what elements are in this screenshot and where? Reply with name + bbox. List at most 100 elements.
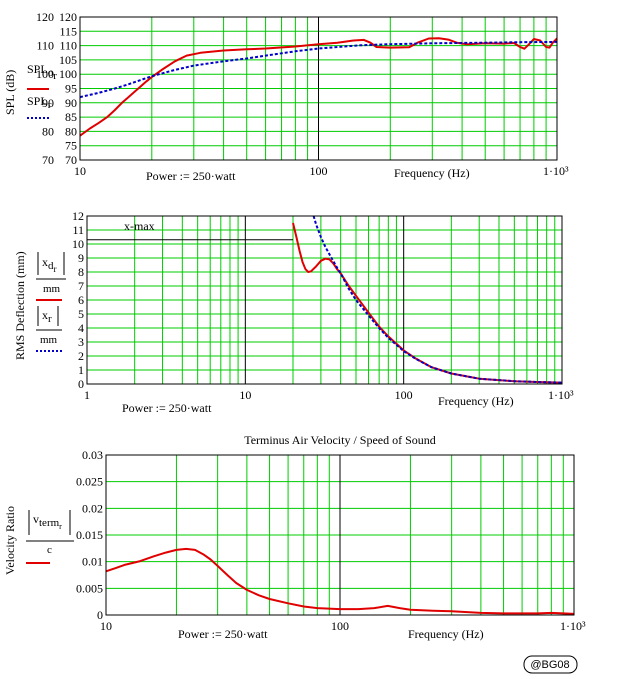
y-tick-label: 1: [78, 363, 84, 377]
velocity-series: [105, 547, 575, 615]
velocity-plot-frame: [105, 454, 575, 616]
series-x-r-line: [312, 215, 563, 384]
legend-spl-r-main: SPL: [27, 94, 48, 108]
legend-xdr-den: mm: [43, 283, 61, 295]
legend-xr-main: x: [42, 308, 48, 322]
xmax-label: x-max: [124, 219, 155, 233]
legend-vterm: vtermr: [33, 512, 62, 531]
legend-vterm-sub: term: [39, 517, 60, 529]
spl-y-ticks-outer: 70 80 90 100 110 120: [36, 10, 54, 167]
y-tick-label: 0.005: [76, 581, 103, 595]
badge-outline: [523, 655, 578, 674]
velocity-power-annotation: Power := 250·watt: [178, 627, 268, 641]
y-tick-label: 5: [78, 307, 84, 321]
deflection-legend: xdr mm xr mm: [36, 252, 66, 352]
spl-legend: SPLor SPLr: [27, 62, 57, 119]
y-tick-label: 7: [78, 279, 84, 293]
y-tick-label: 0.025: [76, 475, 103, 489]
y-tick-label: 75: [65, 139, 77, 153]
deflection-grid: [86, 215, 562, 385]
deflection-y-axis-label: RMS Deflection (mm): [13, 251, 27, 360]
legend-spl-o-r-sub: o: [48, 67, 54, 79]
y-tick-label: 0: [97, 608, 103, 622]
y-tick-label: 80: [65, 124, 77, 138]
y-tick-label-outer: 100: [36, 67, 54, 81]
legend-xr: xr: [42, 308, 52, 325]
deflection-x-ticks: 1 10 100 1·10³: [84, 388, 574, 402]
y-tick-label: 0.015: [76, 528, 103, 542]
y-tick-label-outer: 90: [42, 96, 54, 110]
series-x-d-r-line: [292, 222, 563, 384]
y-tick-label: 100: [59, 67, 77, 81]
spl-x-ticks: 10 100 1·10³: [74, 164, 569, 178]
deflection-x-axis-label: Frequency (Hz): [438, 394, 514, 408]
series-spl-r-line: [79, 40, 558, 99]
chart-velocity: Terminus Air Velocity / Speed of Sound 0…: [3, 433, 586, 641]
x-tick-label: 100: [331, 619, 349, 633]
velocity-x-ticks: 10 100 1·10³: [100, 619, 586, 633]
y-tick-label: 12: [72, 209, 84, 223]
y-tick-label: 95: [65, 82, 77, 96]
x-tick-label: 10: [239, 388, 251, 402]
x-tick-label: 1·10³: [543, 164, 569, 178]
x-tick-label: 10: [74, 164, 86, 178]
y-tick-label: 3: [78, 335, 84, 349]
x-tick-label: 1·10³: [560, 619, 586, 633]
x-tick-label: 1: [84, 388, 90, 402]
y-tick-label: 0.01: [82, 555, 103, 569]
y-tick-label: 4: [78, 321, 84, 335]
spl-series: [79, 37, 558, 137]
y-tick-label: 70: [65, 153, 77, 167]
y-tick-label: 0.03: [82, 448, 103, 462]
y-tick-label: 85: [65, 110, 77, 124]
y-tick-label: 2: [78, 349, 84, 363]
x-tick-label: 100: [395, 388, 413, 402]
legend-spl-o-r-main: SPL: [27, 62, 48, 76]
y-tick-label-outer: 70: [42, 153, 54, 167]
x-tick-label: 1·10³: [548, 388, 574, 402]
legend-vterm-main: v: [33, 512, 39, 526]
series-spl-o-r-line: [79, 37, 558, 137]
deflection-power-annotation: Power := 250·watt: [122, 401, 212, 415]
y-tick-label: 90: [65, 96, 77, 110]
y-tick-label-outer: 80: [42, 124, 54, 138]
y-tick-label: 120: [59, 10, 77, 24]
copyright-badge: @BG08: [523, 655, 578, 674]
velocity-grid: [105, 454, 574, 616]
y-tick-label: 115: [59, 24, 77, 38]
series-v-term-r-line: [105, 547, 575, 615]
y-tick-label: 8: [78, 265, 84, 279]
velocity-y-ticks: 0 0.005 0.01 0.015 0.02 0.025 0.03: [76, 448, 103, 622]
legend-spl-o-r-subsub: r: [53, 70, 57, 82]
y-tick-label-outer: 120: [36, 10, 54, 24]
velocity-y-axis-label: Velocity Ratio: [3, 506, 17, 575]
y-tick-label: 105: [59, 53, 77, 67]
legend-xdr-sub: d: [48, 260, 54, 272]
y-tick-label-outer: 110: [36, 39, 54, 53]
badge-text: @BG08: [530, 659, 569, 671]
y-tick-label: 11: [72, 223, 84, 237]
deflection-series: [292, 215, 563, 384]
y-tick-label: 0: [78, 377, 84, 391]
spl-x-axis-label: Frequency (Hz): [394, 166, 470, 180]
velocity-chart-title: Terminus Air Velocity / Speed of Sound: [244, 433, 436, 447]
legend-spl-r-sub: r: [48, 99, 52, 111]
velocity-x-axis-label: Frequency (Hz): [408, 627, 484, 641]
y-tick-label: 110: [59, 39, 77, 53]
x-tick-label: 10: [100, 619, 112, 633]
legend-spl-o-r: SPLor: [27, 62, 57, 82]
spl-plot-frame: [79, 16, 558, 161]
velocity-legend: vtermr c: [26, 510, 74, 564]
deflection-plot-frame: [86, 215, 563, 385]
legend-xdr-main: x: [42, 255, 48, 269]
x-tick-label: 100: [310, 164, 328, 178]
legend-xdr-subsub: r: [54, 264, 57, 274]
legend-vterm-subsub: r: [59, 522, 62, 531]
y-tick-label: 6: [78, 293, 84, 307]
legend-vterm-den: c: [47, 544, 52, 556]
y-tick-label: 10: [72, 237, 84, 251]
